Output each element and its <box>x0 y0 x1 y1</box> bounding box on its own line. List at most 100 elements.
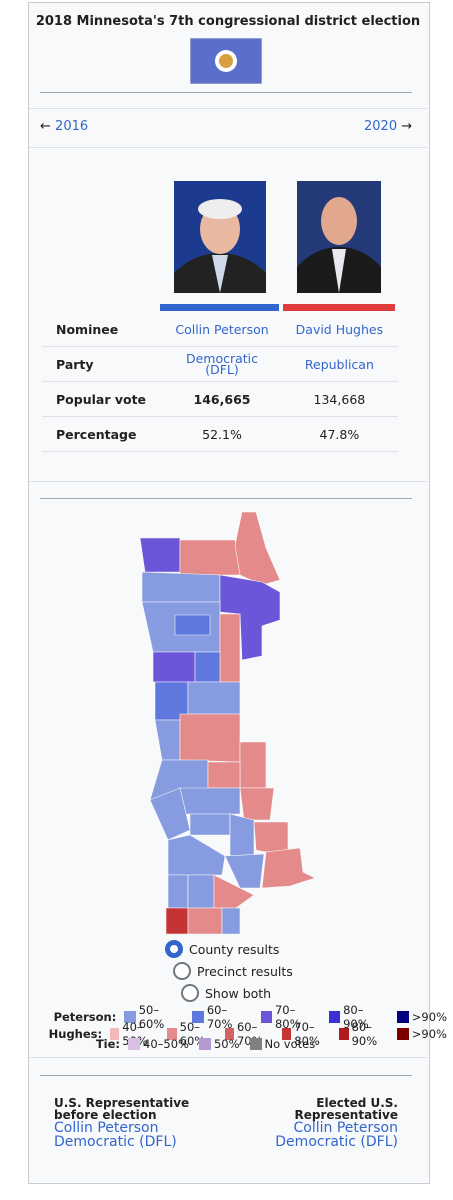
prev-link[interactable]: 2016 <box>55 119 89 134</box>
radio-option[interactable]: Precinct results <box>173 962 293 980</box>
row-header: Percentage <box>42 416 164 452</box>
table-cell[interactable]: Republican <box>280 346 398 382</box>
legend-swatch <box>249 1038 262 1050</box>
legend-item: No votes <box>249 1037 316 1051</box>
footer-party[interactable]: Democratic (DFL) <box>275 1134 398 1150</box>
legend-swatch <box>282 1028 292 1040</box>
row-header: Popular vote <box>42 381 164 417</box>
radio-label: County results <box>189 941 280 957</box>
radio-option[interactable]: County results <box>165 940 279 958</box>
table-cell[interactable]: Collin Peterson <box>163 312 281 347</box>
legend-swatch <box>124 1011 136 1023</box>
legend-swatch <box>110 1028 120 1040</box>
arrow: → <box>401 119 413 134</box>
table-row: Party Democratic (DFL) Republican <box>42 346 398 382</box>
legend-item: 40–50% <box>128 1037 189 1051</box>
legend-text: >90% <box>411 1027 447 1041</box>
next-link[interactable]: 2020 <box>364 119 398 134</box>
table-cell: 134,668 <box>280 381 398 417</box>
hair <box>198 199 242 219</box>
legend-group: Tie: <box>95 1037 120 1051</box>
table-body: Nominee Collin Peterson David Hughes Party D… <box>42 312 398 452</box>
flag-seal-inner <box>219 54 233 68</box>
table-cell: 146,665 <box>163 381 281 417</box>
legend-text: 50–60% <box>179 1020 206 1048</box>
legend-item: 70–80% <box>282 1020 329 1048</box>
legend-swatch <box>328 1011 341 1023</box>
footer-party[interactable]: Democratic (DFL) <box>54 1134 177 1150</box>
radio-button[interactable] <box>181 984 199 1002</box>
nav-next[interactable]: 2020 → <box>364 119 412 134</box>
radio-button[interactable] <box>173 962 191 980</box>
infobox-title: 2018 Minnesota's 7th congressional distr… <box>35 14 421 29</box>
legend-group: Peterson: <box>53 1010 117 1024</box>
legend-swatch <box>198 1038 211 1050</box>
footer-label: Elected U.S. Representative <box>294 1096 399 1122</box>
arrow: ← <box>40 119 51 134</box>
party-bar-rep <box>283 304 395 311</box>
radio-label: Precinct results <box>197 963 293 979</box>
legend-row: Peterson: 50–60% 60–70% 70–80% 80–90% >90% <box>40 1003 453 1031</box>
legend-swatch <box>128 1038 140 1050</box>
legend-text: 70–80% <box>294 1020 320 1048</box>
legend-swatch <box>260 1011 272 1023</box>
row-header: Party <box>42 346 164 382</box>
legend-text: 40–50% <box>143 1037 189 1051</box>
legend-text: 80–90% <box>343 1003 369 1031</box>
nav-prev[interactable]: ← 2016 <box>40 119 88 134</box>
legend-text: 80–90% <box>351 1020 378 1048</box>
legend-text: 50% <box>213 1037 240 1051</box>
legend-item: >90% <box>396 1010 447 1024</box>
divider <box>40 498 412 499</box>
party-bar-dem <box>160 304 279 311</box>
divider <box>40 1075 412 1076</box>
radio-label: Show both <box>205 985 272 1001</box>
footer-before: U.S. Representative before election Coll… <box>54 1097 204 1149</box>
county-map <box>139 511 316 935</box>
legend-item: 70–80% <box>260 1003 319 1031</box>
legend-text: 50–60% <box>138 1003 165 1031</box>
table-cell: 47.8% <box>280 416 398 452</box>
legend-item: 80–90% <box>339 1020 386 1048</box>
footer-after: Elected U.S. Representative Collin Peter… <box>248 1097 398 1149</box>
nav-section <box>29 108 427 147</box>
results-table: Nominee Collin Peterson David Hughes Party D… <box>42 312 398 452</box>
radio-option[interactable]: Show both <box>181 984 271 1002</box>
footer-name[interactable]: Collin Peterson <box>293 1120 398 1136</box>
legend-row: Tie: 40–50% 50% No votes <box>40 1037 321 1051</box>
shirt <box>332 249 346 293</box>
legend-item: 50% <box>198 1037 240 1051</box>
footer-name[interactable]: Collin Peterson <box>54 1120 159 1136</box>
legend-text: 70–80% <box>274 1003 301 1031</box>
legend-item: >90% <box>396 1027 447 1041</box>
footer-label: U.S. Representative before election <box>54 1096 190 1122</box>
photo-peterson <box>174 181 266 293</box>
legend-swatch <box>339 1028 349 1040</box>
legend-swatch <box>396 1011 409 1023</box>
legend-text: >90% <box>411 1010 447 1024</box>
legend-item: 80–90% <box>328 1003 387 1031</box>
table-row: Percentage 52.1% 47.8% <box>42 416 398 452</box>
flag <box>190 38 262 84</box>
footer-section <box>29 1057 427 1182</box>
legend-text: 60–70% <box>206 1003 233 1031</box>
table-row: Nominee Collin Peterson David Hughes <box>42 312 398 347</box>
table-cell[interactable]: David Hughes <box>280 312 398 347</box>
divider <box>40 92 412 93</box>
row-header: Nominee <box>42 312 164 347</box>
table-cell: 52.1% <box>163 416 281 452</box>
legend-swatch <box>396 1028 409 1040</box>
radio-button[interactable] <box>165 940 183 958</box>
legend-item: 50–60% <box>124 1003 182 1031</box>
legend-swatch <box>167 1028 177 1040</box>
table-cell[interactable]: Democratic (DFL) <box>163 346 281 382</box>
table-row: Popular vote 146,665 134,668 <box>42 381 398 417</box>
legend-swatch <box>224 1028 234 1040</box>
face <box>321 197 357 245</box>
legend-swatch <box>192 1011 204 1023</box>
legend-text: No votes <box>264 1037 316 1051</box>
photo-hughes <box>297 181 381 293</box>
legend-group: Hughes: <box>48 1027 103 1041</box>
